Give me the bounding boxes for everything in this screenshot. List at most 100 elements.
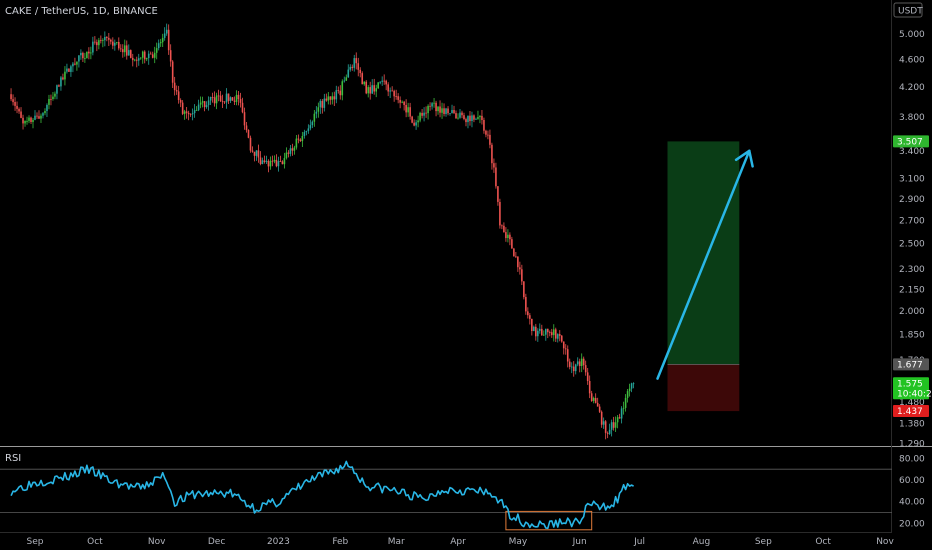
candle-body xyxy=(60,77,62,87)
candle-body xyxy=(58,85,60,87)
candle-body xyxy=(297,138,300,140)
rsi-tick-label: 60.00 xyxy=(899,476,925,486)
candle-body xyxy=(149,53,152,55)
symbol-title[interactable]: CAKE / TetherUS, 1D, BINANCE xyxy=(5,6,158,17)
candle-body xyxy=(499,202,501,226)
y-tick-label: 2.700 xyxy=(899,217,925,227)
y-tick-label: 2.500 xyxy=(899,240,925,250)
candle-body xyxy=(271,160,274,162)
candle-body xyxy=(183,111,186,114)
candle-body xyxy=(578,361,581,366)
y-tick-label: 3.800 xyxy=(899,113,925,123)
candle-body xyxy=(439,106,441,113)
candle-body xyxy=(275,159,278,167)
entry-price-badge-label: 1.677 xyxy=(897,360,923,370)
candle-body xyxy=(201,101,204,103)
candle-body xyxy=(161,37,164,43)
candle-body xyxy=(586,372,589,381)
candle-body xyxy=(566,349,569,362)
x-tick-label: May xyxy=(509,537,528,547)
candle-body xyxy=(28,117,30,121)
current-price-badge-label: 1.575 xyxy=(897,379,923,389)
candle-body xyxy=(253,151,256,156)
candle-body xyxy=(177,91,180,100)
candle-body xyxy=(10,94,12,100)
candle-body xyxy=(42,113,44,116)
candle-body xyxy=(237,94,240,99)
y-tick-label: 5.000 xyxy=(899,30,925,40)
candlestick-series xyxy=(10,23,635,440)
candle-body xyxy=(327,96,330,101)
candle-body xyxy=(457,117,459,119)
candle-body xyxy=(359,69,362,74)
candle-body xyxy=(16,105,18,109)
candle-body xyxy=(403,101,405,105)
candle-body xyxy=(317,107,320,112)
candle-body xyxy=(616,417,619,423)
candle-body xyxy=(505,232,507,239)
x-tick-label: Feb xyxy=(332,537,348,547)
candle-body xyxy=(612,422,615,428)
candle-body xyxy=(407,107,409,113)
candle-body xyxy=(632,383,635,385)
pane-dividers xyxy=(0,0,932,533)
candle-body xyxy=(529,315,531,319)
candle-body xyxy=(106,37,108,38)
rsi-label[interactable]: RSI xyxy=(5,453,21,464)
candle-body xyxy=(179,100,182,103)
candle-body xyxy=(121,49,124,53)
candle-body xyxy=(187,112,190,115)
stop-price-badge-box xyxy=(893,405,929,417)
candle-body xyxy=(68,68,70,72)
candle-body xyxy=(383,80,385,82)
candle-body xyxy=(12,99,14,103)
candle-body xyxy=(32,119,34,122)
candle-body xyxy=(135,59,138,61)
candle-body xyxy=(453,110,455,114)
x-tick-label: Oct xyxy=(815,537,831,547)
candle-body xyxy=(600,411,603,425)
candle-body xyxy=(606,432,609,434)
candle-body xyxy=(343,80,346,82)
candle-body xyxy=(44,111,46,114)
candle-body xyxy=(129,50,132,58)
candle-body xyxy=(397,96,399,100)
candle-body xyxy=(321,100,324,108)
candle-body xyxy=(415,122,417,126)
currency-badge-box xyxy=(893,2,923,18)
candle-body xyxy=(157,43,160,49)
candle-body xyxy=(435,102,437,112)
candle-body xyxy=(263,160,266,162)
candle-body xyxy=(345,77,348,81)
candle-body xyxy=(133,59,136,61)
candle-body xyxy=(315,111,318,114)
candle-body xyxy=(541,328,543,336)
candle-body xyxy=(24,121,26,124)
candle-body xyxy=(100,40,102,41)
candle-body xyxy=(108,37,110,40)
candle-body xyxy=(548,332,551,333)
currency-badge[interactable]: USDT xyxy=(893,2,923,18)
candle-body xyxy=(241,102,244,113)
y-tick-label: 1.290 xyxy=(899,440,925,450)
time-axis[interactable]: Sep Oct Nov Dec 2023 Feb Mar Apr May Jun Jul Aug Sep… xyxy=(27,537,895,547)
candle-body xyxy=(387,84,389,92)
candle-body xyxy=(14,102,16,106)
candle-body xyxy=(419,112,421,121)
candle-body xyxy=(173,82,176,91)
candle-body xyxy=(30,117,32,122)
candle-body xyxy=(546,328,549,333)
candle-body xyxy=(40,115,42,119)
candle-body xyxy=(331,96,334,100)
candle-body xyxy=(572,366,575,372)
candle-body xyxy=(245,125,248,131)
candle-body xyxy=(503,225,505,233)
candle-body xyxy=(511,239,513,249)
candle-body xyxy=(211,97,214,98)
candle-body xyxy=(377,82,379,89)
candle-body xyxy=(195,110,198,111)
candle-body xyxy=(265,160,268,162)
candle-body xyxy=(401,101,403,103)
candle-body xyxy=(367,87,370,94)
candle-body xyxy=(249,137,252,151)
